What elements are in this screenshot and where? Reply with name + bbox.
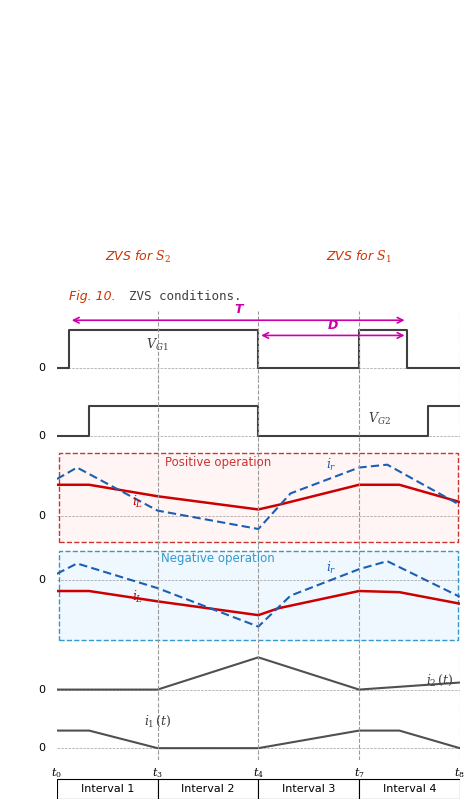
Text: $i_2\,(t)$: $i_2\,(t)$ — [426, 673, 454, 688]
Text: $i_r$: $i_r$ — [326, 457, 336, 473]
Bar — [359, 780, 460, 799]
Text: 0: 0 — [38, 684, 45, 695]
Bar — [57, 780, 157, 799]
Text: $i_L$: $i_L$ — [132, 494, 143, 510]
Text: ZVS for $S_2$: ZVS for $S_2$ — [105, 249, 170, 265]
Text: T: T — [234, 303, 242, 316]
Text: $t_7$: $t_7$ — [354, 766, 365, 780]
Text: $V_{G1}$: $V_{G1}$ — [146, 337, 169, 353]
Text: Interval 3: Interval 3 — [282, 784, 336, 794]
Text: 0: 0 — [38, 362, 45, 373]
Text: $t_4$: $t_4$ — [253, 766, 264, 780]
Text: ZVS conditions.: ZVS conditions. — [129, 290, 242, 303]
Text: 0: 0 — [38, 575, 45, 584]
Text: Fig. 10.: Fig. 10. — [69, 290, 116, 303]
Text: 0: 0 — [38, 512, 45, 521]
Text: $i_L$: $i_L$ — [132, 589, 143, 604]
Text: ZVS for $S_1$: ZVS for $S_1$ — [326, 249, 392, 265]
Bar — [157, 780, 258, 799]
Text: $t_8$: $t_8$ — [455, 766, 465, 780]
Text: Interval 1: Interval 1 — [81, 784, 134, 794]
Bar — [258, 780, 359, 799]
Text: D: D — [328, 319, 338, 332]
Text: $i_r$: $i_r$ — [326, 560, 336, 576]
Text: Interval 2: Interval 2 — [181, 784, 235, 794]
Text: $i_1\,(t)$: $i_1\,(t)$ — [144, 714, 172, 730]
Text: 0: 0 — [38, 431, 45, 441]
Text: 0: 0 — [38, 743, 45, 753]
Text: Positive operation: Positive operation — [165, 456, 271, 469]
Text: $t_3$: $t_3$ — [152, 766, 163, 780]
Text: $V_{G2}$: $V_{G2}$ — [368, 411, 391, 427]
Text: $t_0$: $t_0$ — [51, 766, 63, 780]
Text: Negative operation: Negative operation — [161, 552, 275, 565]
Text: Interval 4: Interval 4 — [383, 784, 436, 794]
